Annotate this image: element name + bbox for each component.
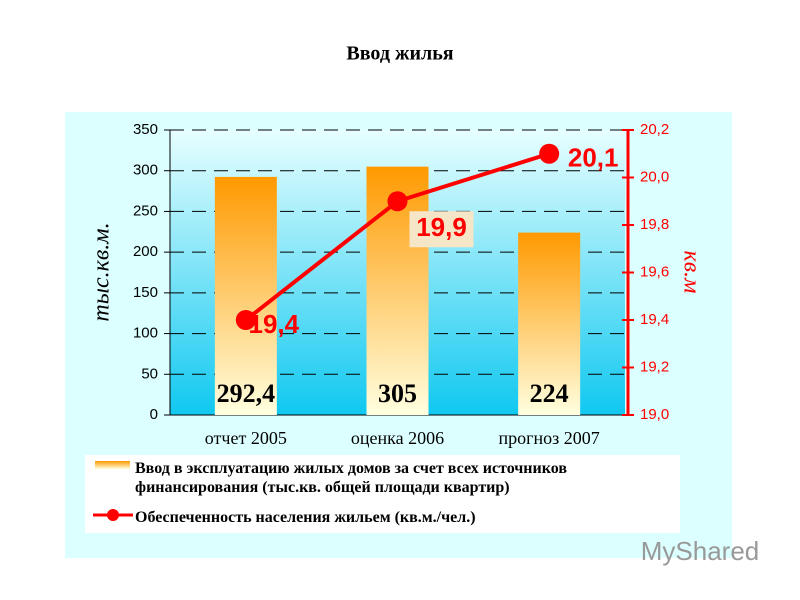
label-box — [409, 211, 474, 248]
legend-line-marker — [107, 509, 119, 521]
legend-bar-label: Ввод в эксплуатацию жилых домов за счет … — [135, 460, 567, 496]
y-tick-label: 100 — [133, 325, 158, 342]
watermark: MyShared — [641, 536, 760, 566]
y-axis-label: тыс.кв.м. — [89, 222, 115, 321]
y-tick-label: 50 — [141, 365, 158, 382]
y2-axis-label: кв.м — [678, 251, 704, 294]
y2-tick-label: 19,4 — [640, 311, 669, 328]
y2-tick-label: 19,2 — [640, 358, 669, 375]
bar — [214, 176, 277, 415]
y-tick-label: 350 — [133, 121, 158, 138]
line-marker — [387, 191, 408, 212]
legend-line-label: Обеспеченность населения жильем (кв.м./ч… — [135, 509, 476, 526]
line-value-label: 20,1 — [568, 143, 619, 173]
legend-bar-swatch — [95, 461, 130, 469]
line-marker — [539, 143, 560, 164]
legend-box — [85, 455, 680, 533]
bar-value-label: 292,4 — [217, 379, 276, 408]
y2-tick-label: 19,0 — [640, 406, 669, 423]
y-tick-label: 200 — [133, 243, 158, 260]
x-tick-label: прогноз 2007 — [499, 428, 600, 448]
y-tick-label: 300 — [133, 162, 158, 179]
y2-tick-label: 20,0 — [640, 168, 669, 185]
y-tick-label: 250 — [133, 202, 158, 219]
bar-value-label: 305 — [378, 379, 417, 408]
line-marker — [235, 310, 256, 330]
y-tick-label: 0 — [150, 406, 158, 423]
bar-value-label: 224 — [530, 379, 569, 408]
y2-tick-label: 19,6 — [640, 263, 669, 280]
line-value-label: 19,9 — [416, 212, 467, 242]
line-value-label: 19,4 — [249, 309, 300, 339]
y2-tick-label: 19,8 — [640, 216, 669, 233]
y-tick-label: 150 — [133, 284, 158, 301]
bar — [518, 232, 581, 415]
title: Ввод жилья — [346, 43, 453, 65]
y2-tick-label: 20,2 — [640, 121, 669, 138]
x-tick-label: оценка 2006 — [351, 428, 444, 448]
x-tick-label: отчет 2005 — [205, 428, 287, 448]
